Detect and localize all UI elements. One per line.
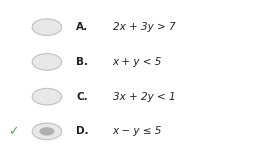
Text: x + y < 5: x + y < 5 [113,57,162,67]
Text: A.: A. [76,22,89,32]
Circle shape [32,19,62,35]
Circle shape [32,88,62,105]
Text: D.: D. [76,126,89,136]
Text: ✓: ✓ [8,125,18,138]
Text: 3x + 2y < 1: 3x + 2y < 1 [113,92,175,102]
Circle shape [32,54,62,70]
Circle shape [32,123,62,140]
Circle shape [39,127,54,136]
Text: x − y ≤ 5: x − y ≤ 5 [113,126,162,136]
Text: B.: B. [76,57,88,67]
Text: 2x + 3y > 7: 2x + 3y > 7 [113,22,175,32]
Text: C.: C. [76,92,88,102]
